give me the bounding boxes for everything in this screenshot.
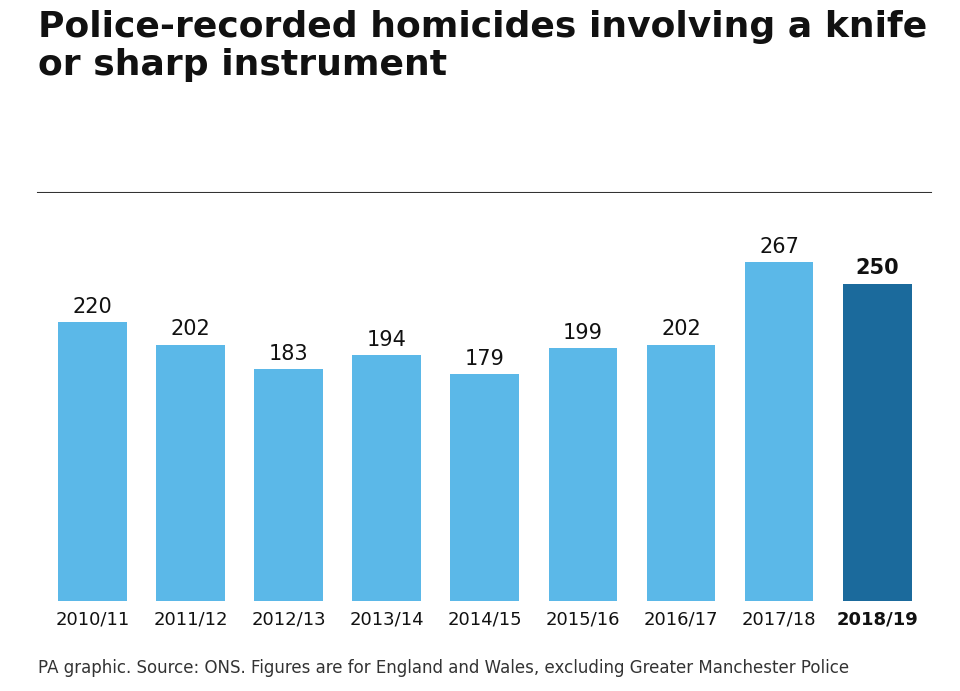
Text: 199: 199	[563, 323, 603, 343]
Text: 194: 194	[367, 330, 407, 350]
Text: 183: 183	[269, 343, 308, 363]
Text: 202: 202	[661, 319, 701, 339]
Bar	[254, 369, 323, 601]
Text: PA graphic. Source: ONS. Figures are for England and Wales, excluding Greater Ma: PA graphic. Source: ONS. Figures are for…	[38, 659, 850, 677]
Bar	[548, 348, 617, 601]
Bar	[58, 321, 127, 601]
Text: 202: 202	[171, 319, 210, 339]
Text: 250: 250	[855, 258, 900, 278]
Text: 220: 220	[73, 296, 112, 316]
Bar	[843, 283, 912, 601]
Bar	[352, 354, 421, 601]
Text: 179: 179	[465, 349, 505, 369]
Bar	[745, 262, 813, 601]
Bar	[450, 374, 519, 601]
Text: 267: 267	[759, 237, 799, 257]
Bar	[647, 345, 715, 601]
Text: Police-recorded homicides involving a knife
or sharp instrument: Police-recorded homicides involving a kn…	[38, 10, 927, 82]
Bar	[156, 345, 225, 601]
